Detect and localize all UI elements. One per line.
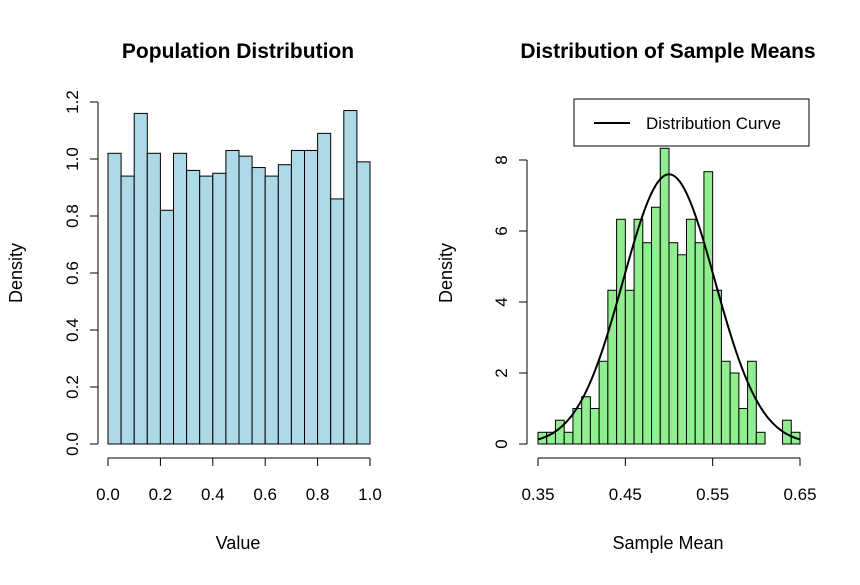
x-tick-label: 0.8: [306, 485, 330, 504]
histogram-bar: [343, 110, 358, 445]
distribution-curve: [537, 173, 801, 441]
x-tick-label: 1.0: [358, 485, 382, 504]
histogram-bar: [755, 431, 766, 445]
histogram-bar: [581, 396, 591, 445]
histogram-bar: [133, 112, 148, 445]
histogram-bar: [264, 175, 279, 445]
histogram-bar: [290, 149, 305, 445]
histogram-bar: [251, 167, 266, 445]
histogram-bar: [173, 152, 188, 445]
x-tick-label: 0.2: [149, 485, 173, 504]
y-tick-label: 6: [492, 226, 511, 235]
histogram-bar: [685, 218, 696, 445]
histogram-bar: [712, 289, 722, 445]
bars-group: [537, 147, 801, 445]
histogram-bar: [107, 152, 122, 445]
histogram-bar: [694, 242, 705, 445]
histogram-bar: [563, 431, 574, 445]
y-tick-label: 2: [492, 368, 511, 377]
histogram-bar: [642, 242, 653, 445]
y-tick-label: 8: [492, 155, 511, 164]
legend-box: [573, 98, 810, 147]
histogram-bar: [356, 161, 371, 445]
histogram-bar: [199, 175, 214, 445]
histogram-bar: [747, 360, 757, 445]
legend: Distribution Curve: [573, 98, 810, 147]
x-tick-label: 0.55: [696, 485, 729, 504]
chart-title: Distribution of Sample Means: [520, 40, 815, 63]
y-tick-label: 0.2: [63, 375, 82, 399]
y-tick-label: 1.2: [63, 90, 82, 114]
y-tick-label: 0.8: [63, 204, 82, 228]
histogram-bar: [589, 408, 600, 445]
histogram-bar: [720, 360, 731, 445]
histogram-bar: [616, 218, 626, 445]
histogram-bar: [159, 209, 174, 445]
histogram-bar: [317, 132, 332, 445]
x-axis-label: Sample Mean: [612, 533, 723, 553]
y-axis: 0.0 0.2 0.4 0.6 0.8 1.0 1.2: [63, 90, 99, 456]
x-tick-label: 0.65: [783, 485, 816, 504]
y-tick-label: 0: [492, 439, 511, 448]
chart-title: Population Distribution: [122, 40, 354, 63]
histogram-bar: [225, 149, 240, 445]
histogram-bar: [120, 175, 135, 445]
x-tick-label: 0.45: [609, 485, 642, 504]
y-tick-label: 0.6: [63, 261, 82, 285]
histogram-bar: [738, 408, 749, 445]
histogram-bar: [554, 419, 565, 445]
histogram-bar: [304, 149, 319, 445]
panel-sample-means: Distribution of Sample Means Sample Mean…: [436, 40, 817, 553]
histogram-bar: [729, 372, 740, 445]
y-tick-label: 0.4: [63, 318, 82, 342]
histogram-bar: [598, 360, 609, 445]
histogram-bar: [651, 206, 661, 445]
x-tick-label: 0.35: [521, 485, 554, 504]
panel-population: Population Distribution Value Density 0.…: [6, 40, 382, 553]
histogram-bar: [607, 289, 618, 445]
histogram-bar: [633, 218, 644, 445]
x-axis: 0.0 0.2 0.4 0.6 0.8 1.0: [96, 457, 382, 504]
y-axis-label: Density: [6, 243, 26, 303]
histogram-bar: [146, 152, 161, 445]
histogram-bar: [677, 254, 687, 445]
bars-group: [107, 110, 371, 445]
histogram-bar: [624, 289, 635, 445]
x-tick-label: 0.0: [96, 485, 120, 504]
y-axis: 0 2 4 6 8: [492, 155, 528, 449]
histogram-bar: [659, 147, 670, 445]
x-tick-label: 0.6: [253, 485, 277, 504]
x-tick-label: 0.4: [201, 485, 225, 504]
histogram-bar: [703, 171, 714, 445]
legend-label: Distribution Curve: [646, 114, 781, 133]
y-axis-label: Density: [436, 243, 456, 303]
y-tick-label: 4: [492, 297, 511, 306]
histogram-bar: [277, 164, 292, 445]
histogram-bar: [186, 169, 201, 445]
x-axis: 0.35 0.45 0.55 0.65: [521, 457, 817, 504]
histogram-bar: [238, 155, 253, 445]
y-tick-label: 0.0: [63, 432, 82, 456]
y-tick-label: 1.0: [63, 147, 82, 171]
histogram-bar: [212, 172, 227, 445]
x-axis-label: Value: [216, 533, 261, 553]
histogram-bar: [330, 198, 345, 445]
histogram-bar: [668, 242, 679, 445]
